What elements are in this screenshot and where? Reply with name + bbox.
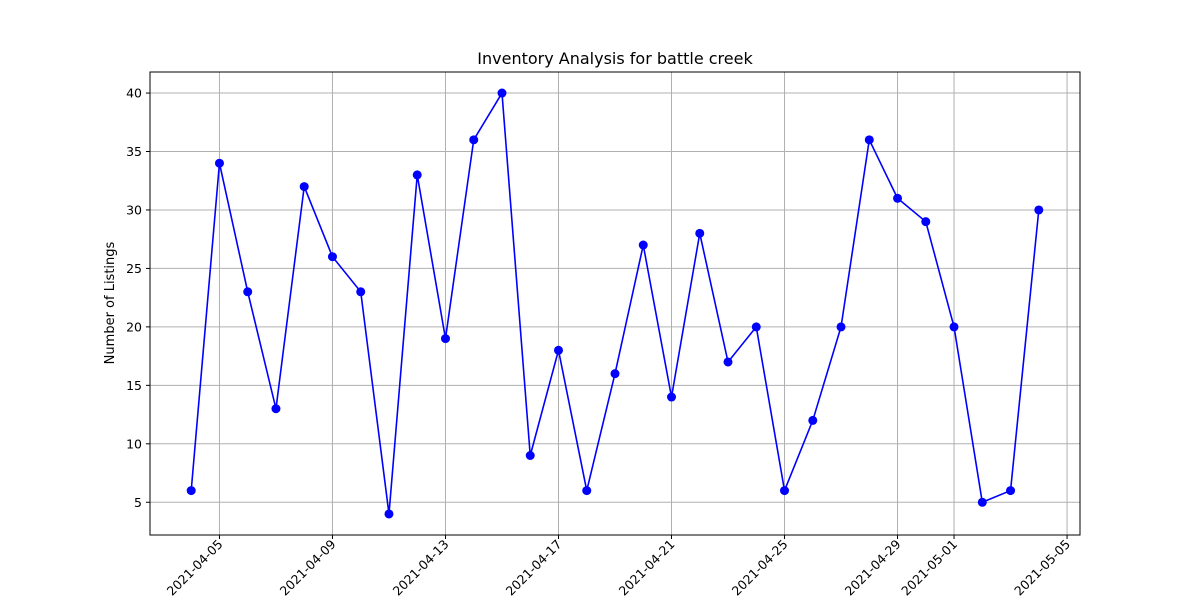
y-tick-label: 35 (126, 144, 142, 159)
x-tick-label: 2021-04-25 (729, 537, 791, 599)
x-tick-label: 2021-04-21 (616, 537, 678, 599)
y-tick-label: 10 (126, 436, 142, 451)
grid (150, 72, 1080, 535)
data-point (271, 404, 281, 414)
data-point (469, 135, 479, 145)
y-tick-label: 25 (126, 261, 142, 276)
data-point (751, 322, 761, 332)
data-point (1006, 486, 1016, 496)
x-tick-label: 2021-04-17 (503, 537, 565, 599)
data-point (695, 228, 705, 238)
data-point (977, 497, 987, 507)
data-point (299, 182, 309, 192)
data-point (186, 486, 196, 496)
data-point (553, 345, 563, 355)
data-point (667, 392, 677, 402)
data-point (1034, 205, 1044, 215)
data-point (949, 322, 959, 332)
chart-title: Inventory Analysis for battle creek (477, 49, 753, 68)
data-point (327, 252, 337, 262)
axes: 5 10 15 20 25 30 35 40 2021-04-05 2021-04-09 2021-… (126, 86, 1073, 599)
y-tick-label: 20 (126, 319, 142, 334)
series-layer (186, 88, 1044, 519)
x-tick-label: 2021-05-01 (898, 537, 960, 599)
data-point (921, 217, 931, 227)
data-point (893, 193, 903, 203)
y-tick-label: 5 (134, 495, 142, 510)
y-tick-label: 40 (126, 86, 142, 101)
data-point (214, 158, 224, 168)
data-point (243, 287, 253, 297)
y-tick-label: 15 (126, 378, 142, 393)
data-point (610, 369, 620, 379)
plot-frame (149, 71, 1081, 536)
data-point (497, 88, 507, 98)
data-point (440, 334, 450, 344)
x-tick-label: 2021-05-05 (1011, 537, 1073, 599)
series-line (190, 90, 1040, 515)
y-axis-label: Number of Listings (103, 241, 118, 364)
x-tick-label: 2021-04-09 (277, 536, 339, 598)
data-point (638, 240, 648, 250)
data-point (780, 486, 790, 496)
data-point (582, 486, 592, 496)
data-point (384, 509, 394, 519)
data-point (808, 415, 818, 425)
data-point (723, 357, 733, 367)
x-tick-label: 2021-04-13 (390, 537, 452, 599)
data-point (356, 287, 366, 297)
data-point (836, 322, 846, 332)
y-tick-label: 30 (126, 202, 142, 217)
x-tick-label: 2021-04-05 (164, 537, 226, 599)
data-point (525, 450, 535, 460)
x-tick-label: 2021-04-29 (842, 536, 904, 598)
data-point (864, 135, 874, 145)
data-point (412, 170, 422, 180)
